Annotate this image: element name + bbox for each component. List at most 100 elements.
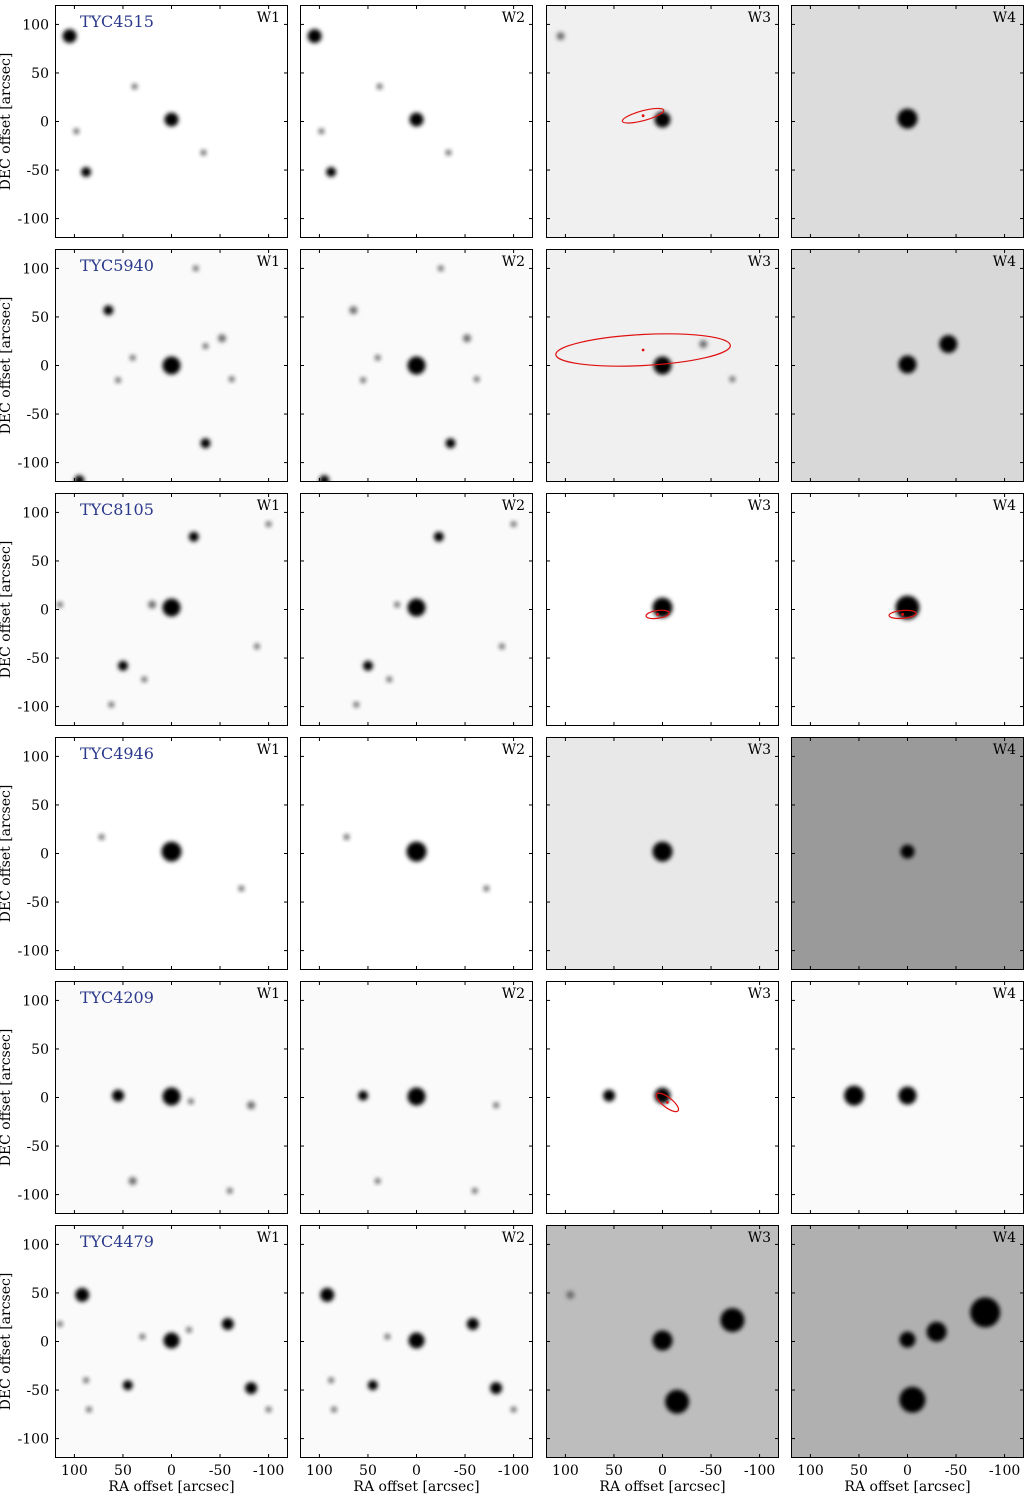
y-tick-label: -100 bbox=[18, 700, 49, 716]
ellipse-center-marker bbox=[641, 348, 645, 352]
panel-frame bbox=[791, 249, 1024, 482]
source-blob bbox=[218, 334, 226, 343]
panel-frame bbox=[300, 249, 533, 482]
source-blob bbox=[202, 343, 209, 350]
panel-tyc4946-w1: W1 TYC4946 100 50 0 -50 -100 DEC offset [arcsec… bbox=[0, 737, 288, 970]
source-blob bbox=[433, 531, 444, 542]
x-tick-label: -100 bbox=[989, 1463, 1020, 1479]
y-tick-label: 100 bbox=[22, 993, 49, 1009]
source-blob bbox=[265, 521, 272, 528]
panel-tyc4946-w3: W3 bbox=[546, 737, 779, 970]
object-label: TYC4479 bbox=[80, 1232, 154, 1251]
source-blob bbox=[83, 1377, 90, 1384]
y-tick-label: 0 bbox=[40, 1091, 49, 1107]
panel-tyc8105-w2: W2 bbox=[300, 493, 533, 726]
band-label: W2 bbox=[502, 254, 525, 270]
source-blob bbox=[493, 1102, 500, 1109]
x-tick-label: -50 bbox=[209, 1463, 232, 1479]
y-tick-label: 100 bbox=[22, 261, 49, 277]
panel-frame bbox=[55, 981, 288, 1214]
panel-tyc5940-w1: W1 TYC5940 100 50 0 -50 -100 DEC offset [arcsec… bbox=[0, 249, 288, 482]
y-tick-label: -50 bbox=[26, 163, 49, 179]
source-blob bbox=[406, 841, 427, 862]
y-tick-label: -100 bbox=[18, 456, 49, 472]
source-blob bbox=[652, 841, 673, 862]
band-label: W3 bbox=[748, 254, 771, 270]
source-blob bbox=[900, 844, 915, 859]
panel-tyc4946-w2: W2 bbox=[300, 737, 533, 970]
source-blob bbox=[245, 1382, 258, 1395]
source-blob bbox=[320, 1287, 335, 1302]
source-blob bbox=[115, 377, 122, 384]
band-label: W1 bbox=[257, 498, 280, 514]
x-axis-label: RA offset [arcsec] bbox=[599, 1479, 725, 1495]
y-tick-label: -100 bbox=[18, 212, 49, 228]
source-blob bbox=[328, 1377, 335, 1384]
panel-tyc8105-w3: W3 bbox=[546, 493, 779, 726]
panel-frame bbox=[546, 5, 779, 238]
panel-frame bbox=[791, 5, 1024, 238]
object-label: TYC8105 bbox=[80, 500, 154, 519]
source-blob bbox=[226, 1187, 233, 1194]
source-blob bbox=[603, 1089, 616, 1102]
panel-frame bbox=[300, 493, 533, 726]
y-tick-label: 0 bbox=[40, 115, 49, 131]
x-tick-label: 50 bbox=[359, 1463, 377, 1479]
x-tick-label: 0 bbox=[412, 1463, 421, 1479]
y-tick-label: 100 bbox=[22, 749, 49, 765]
source-blob bbox=[192, 265, 199, 272]
source-blob bbox=[720, 1308, 745, 1333]
source-blob bbox=[186, 1326, 192, 1333]
band-label: W2 bbox=[502, 10, 525, 26]
error-ellipse bbox=[645, 609, 670, 620]
x-tick-label: 0 bbox=[167, 1463, 176, 1479]
y-axis-label: DEC offset [arcsec] bbox=[0, 1273, 14, 1411]
source-blob bbox=[899, 1331, 916, 1348]
source-blob bbox=[331, 1406, 337, 1413]
object-label: TYC5940 bbox=[80, 256, 154, 275]
panel-frame bbox=[300, 737, 533, 970]
source-blob bbox=[367, 1380, 378, 1391]
panel-tyc8105-w1: W1 TYC8105 100 50 0 -50 -100 DEC offset [arcsec… bbox=[0, 493, 288, 726]
panel-tyc4209-w4: W4 bbox=[791, 981, 1024, 1214]
panel-tyc4209-w3: W3 bbox=[546, 981, 779, 1214]
x-axis-label: RA offset [arcsec] bbox=[844, 1479, 970, 1495]
object-label: TYC4209 bbox=[80, 988, 154, 1007]
panel-frame bbox=[300, 5, 533, 238]
y-tick-label: 50 bbox=[31, 1042, 49, 1058]
source-blob bbox=[265, 1406, 272, 1413]
y-tick-label: -100 bbox=[18, 944, 49, 960]
band-label: W1 bbox=[257, 742, 280, 758]
source-blob bbox=[473, 376, 480, 383]
source-blob bbox=[98, 834, 105, 840]
source-blob bbox=[895, 595, 920, 620]
y-axis-label: DEC offset [arcsec] bbox=[0, 1029, 14, 1167]
source-blob bbox=[490, 1382, 503, 1395]
source-blob bbox=[228, 376, 235, 383]
y-tick-label: 50 bbox=[31, 310, 49, 326]
source-blob bbox=[699, 340, 708, 349]
source-blob bbox=[665, 1389, 690, 1414]
source-blob bbox=[81, 167, 92, 177]
band-label: W1 bbox=[257, 254, 280, 270]
x-tick-label: -50 bbox=[700, 1463, 723, 1479]
panel-frame bbox=[791, 493, 1024, 726]
x-tick-label: 50 bbox=[114, 1463, 132, 1479]
ellipse-center-marker bbox=[641, 114, 645, 118]
band-label: W4 bbox=[993, 1230, 1016, 1246]
source-blob bbox=[200, 149, 207, 156]
source-blob bbox=[253, 643, 260, 650]
source-blob bbox=[318, 128, 325, 135]
source-blob bbox=[108, 701, 115, 708]
panel-tyc4479-w2: W2 100 50 0 -50 -100 RA offset [arcsec] bbox=[300, 1225, 533, 1495]
source-blob bbox=[654, 111, 671, 128]
panel-tyc4515-w2: W2 bbox=[300, 5, 533, 238]
source-blob bbox=[407, 1087, 426, 1106]
source-blob bbox=[319, 475, 330, 482]
y-tick-label: 0 bbox=[40, 847, 49, 863]
source-blob bbox=[652, 1330, 673, 1351]
source-blob bbox=[729, 376, 736, 383]
source-blob bbox=[463, 334, 471, 343]
y-tick-label: 100 bbox=[22, 1237, 49, 1253]
